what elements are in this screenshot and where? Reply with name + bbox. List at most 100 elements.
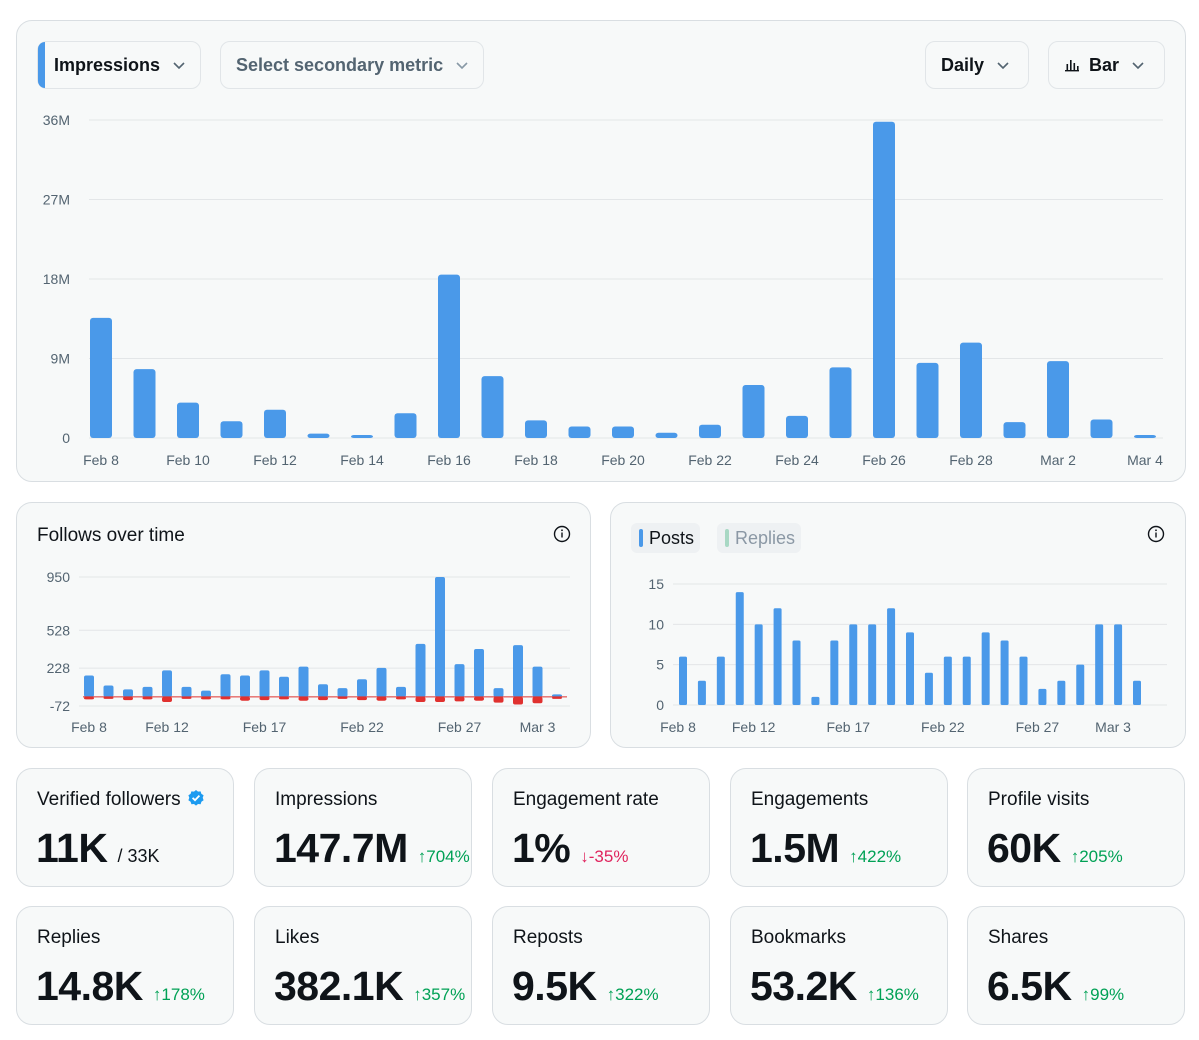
y-tick-label: -72 — [50, 698, 70, 714]
post-bar — [811, 696, 820, 705]
stat-card[interactable]: Profile visits 60K ↑205% — [967, 768, 1185, 887]
post-bar — [697, 680, 706, 705]
post-bar — [849, 624, 858, 705]
impressions-bar-chart: 0 9M 18M 27M 36M Feb 8 Feb 10 Feb 12 Feb 14 Feb 1… — [43, 112, 1163, 468]
chart-type-dropdown[interactable]: Bar — [1048, 41, 1165, 89]
stat-card[interactable]: Verified followers 11K / 33K — [16, 768, 234, 887]
x-tick-label: Feb 14 — [340, 452, 384, 468]
stat-label: Bookmarks — [751, 927, 847, 948]
unfollow-bar — [318, 696, 328, 701]
bar — [525, 420, 547, 438]
interval-dropdown[interactable]: Daily — [925, 41, 1029, 89]
post-bar — [773, 608, 782, 705]
primary-metric-dropdown[interactable]: Impressions — [37, 41, 201, 89]
bar — [612, 426, 634, 438]
stat-card[interactable]: Replies 14.8K ↑178% — [16, 906, 234, 1025]
bar — [786, 415, 808, 438]
unfollow-bar — [474, 696, 484, 701]
unfollow-bar — [298, 696, 309, 701]
replies-legend-chip[interactable]: Replies — [717, 523, 802, 553]
bar — [916, 362, 939, 438]
posts-legend-chip[interactable]: Posts — [631, 523, 701, 553]
y-tick-label: 0 — [656, 697, 664, 713]
unfollow-bar — [513, 696, 523, 705]
post-bar — [943, 656, 952, 705]
bar — [699, 424, 721, 438]
stat-card[interactable]: Engagements 1.5M ↑422% — [730, 768, 948, 887]
stat-delta: ↑704% — [417, 847, 470, 866]
stat-value: 6.5K — [987, 963, 1072, 1009]
info-icon[interactable] — [1147, 525, 1165, 543]
unfollow-bar — [532, 696, 543, 704]
info-icon[interactable] — [553, 525, 571, 543]
y-tick-label: 228 — [47, 660, 71, 676]
post-bar — [868, 624, 877, 705]
follow-bar — [279, 676, 289, 697]
post-bar — [962, 656, 971, 705]
x-tick-label: Feb 12 — [253, 452, 297, 468]
bar — [873, 121, 895, 439]
post-bar — [735, 592, 744, 705]
bar — [655, 432, 678, 438]
stat-card[interactable]: Impressions 147.7M ↑704% — [254, 768, 472, 887]
stat-label: Verified followers — [37, 789, 205, 811]
posts-legend-swatch — [639, 529, 643, 547]
primary-metric-label: Impressions — [54, 54, 161, 75]
post-bar — [792, 640, 801, 705]
post-bar — [924, 672, 933, 705]
x-tick-label: Feb 22 — [921, 719, 965, 735]
stat-card[interactable]: Likes 382.1K ↑357% — [254, 906, 472, 1025]
follow-bar — [142, 686, 153, 697]
post-bar — [716, 656, 725, 705]
posts-bar-chart: 0 5 10 15 Feb 8 Feb 12 Feb 17 Feb 22 Feb 27 Mar 3 — [648, 576, 1167, 735]
x-tick-label: Feb 17 — [243, 719, 287, 735]
follow-bar — [298, 666, 309, 697]
bar — [1003, 422, 1026, 438]
stat-label: Engagement rate — [513, 789, 659, 810]
stat-value-row: 53.2K ↑136% — [750, 963, 919, 1010]
stat-value-row: 9.5K ↑322% — [512, 963, 659, 1010]
follow-bar — [123, 689, 133, 697]
stat-value-row: 1.5M ↑422% — [750, 825, 901, 872]
bar — [90, 317, 112, 438]
follow-bar — [318, 684, 328, 697]
stat-delta: ↑178% — [152, 985, 205, 1004]
chevron-down-icon — [173, 62, 185, 70]
stat-delta: ↑205% — [1070, 847, 1123, 866]
follow-bar — [454, 664, 465, 697]
x-tick-label: Feb 27 — [1016, 719, 1060, 735]
bar — [742, 385, 765, 438]
bar — [438, 274, 460, 438]
follows-title: Follows over time — [37, 525, 185, 546]
stat-card[interactable]: Reposts 9.5K ↑322% — [492, 906, 710, 1025]
bar — [829, 367, 852, 438]
secondary-metric-label: Select secondary metric — [236, 54, 444, 75]
bar — [133, 369, 156, 438]
follow-bar — [396, 686, 406, 697]
unfollow-bar — [220, 696, 231, 700]
x-tick-label: Feb 26 — [862, 452, 906, 468]
follow-bar — [532, 666, 543, 697]
stat-value-row: 147.7M ↑704% — [274, 825, 470, 872]
stat-card[interactable]: Shares 6.5K ↑99% — [967, 906, 1185, 1025]
x-tick-label: Feb 18 — [514, 452, 558, 468]
bar — [177, 402, 199, 438]
unfollow-bar — [415, 696, 426, 702]
x-tick-label: Mar 2 — [1040, 452, 1076, 468]
follow-bar — [474, 648, 484, 697]
x-tick-label: Feb 8 — [83, 452, 119, 468]
x-tick-label: Feb 8 — [71, 719, 107, 735]
stat-card[interactable]: Bookmarks 53.2K ↑136% — [730, 906, 948, 1025]
y-tick-label: 18M — [43, 271, 70, 287]
stat-card[interactable]: Engagement rate 1% ↓-35% — [492, 768, 710, 887]
follow-bar — [552, 694, 562, 697]
follows-chart-card: Follows over time 950 528 228 -72 Feb 8 Feb 1… — [16, 502, 591, 748]
y-tick-label: 0 — [62, 430, 70, 446]
bar — [394, 413, 417, 438]
stat-delta: ↑322% — [606, 985, 659, 1004]
chart-type-label: Bar — [1089, 54, 1120, 75]
secondary-metric-dropdown[interactable]: Select secondary metric — [220, 41, 484, 89]
stat-value-row: 60K ↑205% — [987, 825, 1123, 872]
unfollow-bar — [162, 696, 172, 702]
post-bar — [1133, 680, 1141, 705]
